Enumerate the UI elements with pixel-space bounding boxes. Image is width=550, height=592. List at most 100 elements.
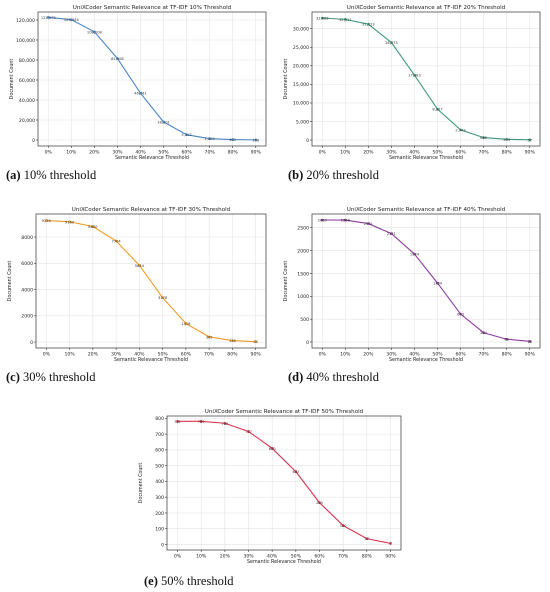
data-label: 32,517 xyxy=(339,18,352,22)
x-tick-label: 60% xyxy=(455,352,466,358)
x-tick-label: 10% xyxy=(340,150,351,156)
data-point xyxy=(390,41,393,44)
line-chart-c: UniXCoder Semantic Relevance at TF-IDF 3… xyxy=(7,207,267,363)
data-point xyxy=(116,57,119,60)
x-tick-label: 90% xyxy=(525,150,536,156)
plot-frame xyxy=(166,415,402,551)
data-label: 1,304 xyxy=(204,137,215,141)
y-tick-label: 0 xyxy=(306,138,309,144)
data-label: 1418 xyxy=(181,322,191,326)
y-tick-label: 0 xyxy=(306,340,309,346)
data-label: 2371 xyxy=(387,232,396,236)
data-point xyxy=(528,138,532,142)
x-tick-label: 80% xyxy=(502,150,513,156)
data-point xyxy=(367,22,370,26)
chart-panel-e: UniXCoder Semantic Relevance at TF-IDF 5… xyxy=(138,406,410,566)
x-tick-label: 90% xyxy=(525,352,536,358)
x-tick-label: 40% xyxy=(409,352,420,358)
data-label: 610 xyxy=(269,447,277,451)
y-tick-label: 15,000 xyxy=(293,82,309,88)
data-point xyxy=(365,537,369,540)
data-label: 613 xyxy=(457,313,464,317)
data-label: 57 xyxy=(527,138,532,142)
y-tick-label: 25,000 xyxy=(293,45,309,51)
x-tick-label: 60% xyxy=(455,150,466,156)
x-axis-label: Semantic Relevance Threshold xyxy=(389,357,463,363)
data-label: 31,223 xyxy=(362,23,375,27)
data-label: 8,327 xyxy=(432,108,442,112)
y-tick-label: 0 xyxy=(30,340,33,346)
x-tick-label: 50% xyxy=(432,150,443,156)
data-point xyxy=(207,335,211,339)
caption-a: (a) 10% threshold xyxy=(6,168,96,183)
y-tick-label: 500 xyxy=(155,463,164,469)
data-point xyxy=(254,340,257,343)
data-point xyxy=(138,264,141,267)
data-point xyxy=(390,232,393,235)
data-point xyxy=(231,138,234,141)
data-label: 2669 xyxy=(318,218,328,222)
caption-a-text: 10% threshold xyxy=(23,168,97,182)
caption-d-letter: (d) xyxy=(288,370,304,384)
data-label: 17,483 xyxy=(408,74,421,78)
data-point xyxy=(68,220,71,224)
data-label: 395 xyxy=(206,335,213,339)
data-label: 8800 xyxy=(88,225,98,229)
data-label: 26,273 xyxy=(385,41,398,45)
x-axis-label: Semantic Relevance Threshold xyxy=(115,155,189,161)
data-point xyxy=(413,252,416,256)
data-label: 37 xyxy=(365,537,370,541)
data-point xyxy=(459,312,462,316)
y-axis-label: Document Count xyxy=(7,261,13,302)
data-label: 18,101 xyxy=(157,120,170,124)
chart-title: UniXCoder Semantic Relevance at TF-IDF 2… xyxy=(347,5,506,11)
chart-title: UniXCoder Semantic Relevance at TF-IDF 4… xyxy=(347,207,506,213)
y-tick-label: 1000 xyxy=(297,294,309,300)
data-point xyxy=(320,218,324,222)
caption-c-letter: (c) xyxy=(6,370,20,384)
data-point xyxy=(344,18,347,21)
y-tick-label: 120,000 xyxy=(16,18,35,24)
data-label: 665 xyxy=(480,136,487,140)
x-tick-label: 60% xyxy=(314,554,325,560)
y-axis-label: Document Count xyxy=(283,59,289,100)
data-point xyxy=(247,430,250,433)
x-axis-label: Semantic Relevance Threshold xyxy=(114,357,188,363)
x-tick-label: 10% xyxy=(196,554,207,560)
data-label: 32,883 xyxy=(316,17,329,21)
y-tick-label: 80,000 xyxy=(19,58,35,64)
line-chart-e: UniXCoder Semantic Relevance at TF-IDF 5… xyxy=(138,409,402,565)
y-tick-label: 2000 xyxy=(297,248,309,254)
series-line xyxy=(46,220,256,343)
chart-title: UniXCoder Semantic Relevance at TF-IDF 5… xyxy=(205,409,364,415)
y-tick-label: 600 xyxy=(155,448,164,454)
data-label: 2591 xyxy=(364,222,373,226)
data-point xyxy=(114,239,118,243)
x-tick-label: 40% xyxy=(267,554,278,560)
chart-panel-b: UniXCoder Semantic Relevance at TF-IDF 2… xyxy=(282,2,550,162)
x-tick-label: 50% xyxy=(158,352,169,358)
data-label: 116 xyxy=(229,339,237,343)
y-tick-label: 5,000 xyxy=(296,119,309,125)
data-label: 5844 xyxy=(135,264,145,268)
x-tick-label: 30% xyxy=(386,352,397,358)
data-point xyxy=(436,281,439,285)
data-point xyxy=(367,222,370,225)
y-tick-label: 500 xyxy=(300,317,309,323)
data-label: 9160 xyxy=(65,220,75,224)
y-tick-label: 1500 xyxy=(297,271,309,277)
data-label: 81,508 xyxy=(111,57,124,61)
caption-e: (e) 50% threshold xyxy=(144,574,234,589)
data-point xyxy=(91,225,95,228)
y-tick-label: 10,000 xyxy=(293,101,309,107)
y-tick-label: 8000 xyxy=(21,235,33,241)
data-label: 106 xyxy=(252,138,260,142)
data-point xyxy=(46,16,50,19)
y-tick-label: 100,000 xyxy=(16,38,35,44)
data-point xyxy=(176,420,179,423)
data-label: 5,312 xyxy=(181,133,191,137)
y-tick-label: 2000 xyxy=(21,314,33,320)
x-tick-label: 40% xyxy=(135,150,146,156)
caption-d: (d) 40% threshold xyxy=(288,370,379,385)
data-point xyxy=(199,420,203,423)
